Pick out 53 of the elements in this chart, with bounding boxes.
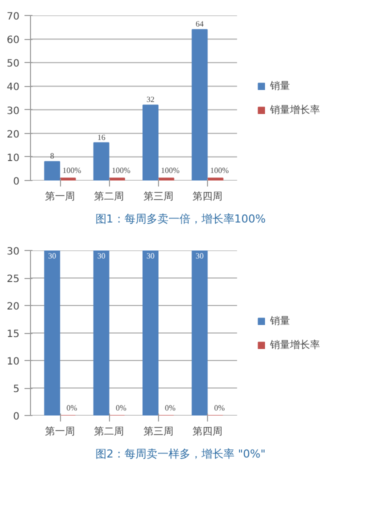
y-tick-label: 60 xyxy=(6,35,20,46)
y-tick-label: 0 xyxy=(13,176,20,188)
legend-label: 销量 xyxy=(270,80,290,92)
x-tick-label: 第三周 xyxy=(143,190,174,202)
bar xyxy=(158,178,174,180)
bar xyxy=(142,104,158,180)
data-label: 0% xyxy=(66,404,78,412)
data-label: 100% xyxy=(160,166,180,176)
data-label: 16 xyxy=(97,132,106,142)
data-label: 30 xyxy=(48,252,56,260)
y-tick-label: 70 xyxy=(6,12,20,22)
x-tick-label: 第二周 xyxy=(94,426,124,438)
data-label: 30 xyxy=(97,252,106,260)
data-label: 64 xyxy=(196,20,204,29)
x-tick-label: 第四周 xyxy=(192,426,223,438)
bar xyxy=(60,178,76,180)
data-label: 30 xyxy=(146,252,154,260)
data-label: 0% xyxy=(164,404,176,412)
y-tick-label: 15 xyxy=(6,329,20,340)
x-tick-label: 第二周 xyxy=(94,190,124,202)
y-tick-label: 50 xyxy=(6,58,20,70)
legend-label: 销量 xyxy=(270,314,290,328)
x-tick-label: 第一周 xyxy=(45,426,76,438)
data-label: 100% xyxy=(62,166,82,176)
data-label: 32 xyxy=(146,95,154,104)
data-label: 30 xyxy=(196,252,204,260)
y-tick-label: 10 xyxy=(6,356,20,368)
y-tick-label: 20 xyxy=(6,302,20,312)
data-label: 100% xyxy=(210,166,230,176)
y-tick-label: 25 xyxy=(6,274,20,285)
bar xyxy=(93,142,110,180)
bar xyxy=(207,178,224,180)
y-tick-label: 20 xyxy=(6,129,20,140)
bar xyxy=(109,178,126,180)
bar xyxy=(192,29,208,180)
y-tick-label: 30 xyxy=(6,106,20,117)
x-tick-label: 第三周 xyxy=(143,426,174,438)
data-label: 0% xyxy=(214,404,226,412)
data-label: 0% xyxy=(116,404,127,412)
y-tick-label: 30 xyxy=(6,246,20,258)
bar xyxy=(44,161,60,180)
legend-label: 销量增长率 xyxy=(270,104,320,116)
x-tick-label: 第一周 xyxy=(45,190,76,202)
y-tick-label: 40 xyxy=(6,82,20,94)
y-tick-label: 5 xyxy=(13,384,20,395)
y-tick-label: 0 xyxy=(13,412,20,422)
data-label: 8 xyxy=(50,152,54,161)
x-tick-label: 第四周 xyxy=(192,190,223,202)
y-tick-label: 10 xyxy=(6,152,20,164)
legend-label: 销量增长率 xyxy=(270,338,320,352)
caption: 图1：每周多卖一倍，增长率100% xyxy=(95,212,266,226)
data-label: 100% xyxy=(112,166,131,176)
caption: 图2：每周卖一样多，增长率 "0%" xyxy=(95,448,266,460)
